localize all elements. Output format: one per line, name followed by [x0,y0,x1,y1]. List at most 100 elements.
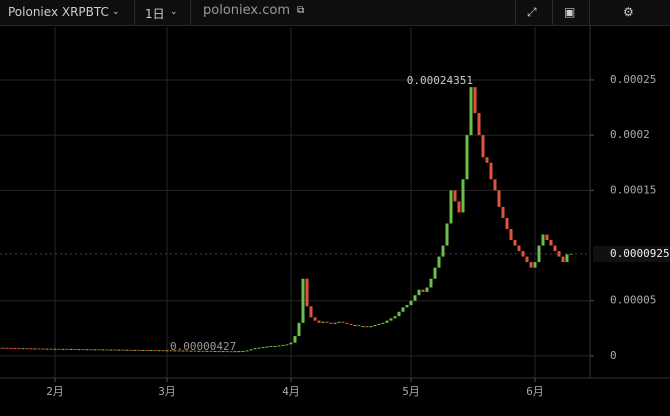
candle-body [481,135,485,158]
candle-body [5,347,9,349]
candle-body [473,87,477,114]
candle-body [9,347,13,349]
candle-body [305,278,309,307]
candle-body [385,320,389,323]
separator [134,0,135,25]
candle-body [405,305,409,308]
x-tick-label: 5月 [402,385,420,398]
y-tick-label: 0.00005 [610,294,656,307]
candle-body [89,349,93,351]
candle-body [417,289,421,296]
candle-body [529,262,533,268]
candle-body [217,350,221,352]
candle-body [517,245,521,252]
candle-body [161,350,165,352]
candle-body [293,336,297,343]
candle-body [381,322,385,324]
chevron: ⌄ [112,7,120,17]
candle-body [165,350,169,352]
symbol-select[interactable]: Poloniex XRPBTC [8,5,109,19]
candle-body [445,223,449,246]
candle-body [65,348,69,350]
candle-body [277,345,281,347]
settings-button[interactable]: ⚙ [623,5,634,19]
fullscreen-button[interactable]: ⤢ [527,5,537,19]
candle-body [421,289,425,292]
candle-body [249,349,253,351]
candle-body [289,342,293,345]
candle-body [45,348,49,350]
x-tick-label: 4月 [282,385,300,398]
candle-body [261,347,265,349]
candle-body [469,87,473,136]
candle-body [137,349,141,351]
candle-body [49,348,53,350]
candle-body [85,349,89,351]
candle-body [345,322,349,324]
candle-body [525,256,529,263]
chart-type-button[interactable]: ▣ [564,5,576,19]
separator [515,0,516,25]
candle-body [273,345,277,347]
candle-body [201,350,205,352]
min-annotation: 0.00000427 [170,340,236,353]
candle-body [157,350,161,352]
candle-body [221,351,225,353]
candle-body [169,350,173,352]
chevron: ⌄ [170,7,178,17]
candle-body [485,157,489,163]
candle-body [213,350,217,352]
candle-body [317,320,321,323]
candle-body [33,348,37,350]
y-tick-label: 0.00015 [610,183,656,196]
last-price-box [593,245,670,262]
candle-body [81,349,85,351]
candle-body [133,349,137,351]
y-tick-label: 0.00025 [610,73,656,86]
candle-body [69,348,73,350]
candle-body [209,350,213,352]
candle-body [37,348,41,350]
candle-body [193,350,197,352]
candle-body [301,278,305,323]
candle-body [29,348,33,350]
candle-body [453,190,457,202]
candle-body [373,325,377,327]
candle-body [113,349,117,351]
candle-body [189,350,193,352]
candle-body [145,349,149,351]
candle-body [489,162,493,180]
candle-body [357,325,361,327]
candle-body [413,295,417,301]
candle-body [25,348,29,350]
candle-body [0,347,1,349]
candle-body [477,113,481,136]
candle-body [61,348,65,350]
candle-body [129,349,133,351]
candle-body [237,351,241,353]
candle-body [109,349,113,351]
candle-body [545,234,549,241]
candle-body [361,326,365,328]
candle-body [281,344,285,346]
candle-body [21,348,25,350]
candle-body [537,245,541,263]
candle-body [13,347,17,349]
candle-body [53,348,57,350]
candle-body [553,245,557,252]
source-link[interactable]: poloniex.com [203,3,290,18]
candle-body [329,322,333,324]
candle-body [353,325,357,327]
candle-body [101,349,105,351]
candle-body [513,240,517,246]
candle-body [321,321,325,323]
separator [190,0,191,25]
candle-body [349,323,353,326]
candle-body [241,350,245,352]
candle-body [409,300,413,306]
candle-body [297,322,301,337]
candle-body [521,251,525,257]
candle-body [369,326,373,328]
interval-select[interactable]: 1日 [145,7,165,21]
